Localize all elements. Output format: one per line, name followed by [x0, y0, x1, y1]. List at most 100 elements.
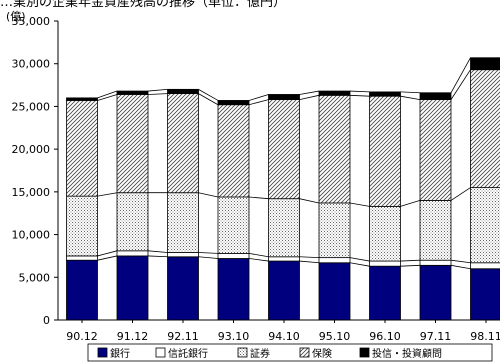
- series-connector-line: [450, 259, 471, 264]
- x-tick-label: 97.11: [420, 330, 452, 343]
- series-connector-line: [450, 57, 471, 93]
- series-connector-line: [299, 90, 320, 95]
- series-connector-line: [400, 95, 421, 100]
- x-tick-label: 91.12: [117, 330, 149, 343]
- bar-segment-95.10-series-4: [318, 90, 351, 96]
- bar-segment-93.10-series-4: [217, 100, 250, 106]
- series-connector-line: [450, 187, 471, 201]
- bar-segment-96.10-series-1: [369, 260, 401, 267]
- y-tick-label: 5,000: [19, 271, 51, 284]
- y-tick-label: 10,000: [12, 229, 51, 242]
- series-connector-line: [248, 196, 269, 200]
- bar-segment-91.12-series-0: [116, 255, 149, 321]
- x-tick-label: 92.11: [167, 330, 199, 343]
- x-tick-label: 93.10: [218, 330, 250, 343]
- legend-label: 証券: [250, 347, 270, 360]
- bar-segment-92.11-series-4: [167, 88, 199, 95]
- series-connector-line: [349, 262, 370, 267]
- legend-label: 投信・投資顧問: [372, 347, 442, 360]
- legend-label: 保険: [312, 347, 332, 360]
- bar-segment-97.11-series-2: [419, 199, 452, 261]
- series-connector-line: [299, 256, 320, 259]
- bar-segment-98.11-series-1: [470, 262, 500, 270]
- series-connector-line: [400, 200, 421, 207]
- series-connector-line: [248, 94, 269, 101]
- series-connector-line: [198, 252, 219, 254]
- series-connector-line: [400, 264, 421, 267]
- x-tick-label: 98.11: [470, 330, 500, 343]
- series-connector-line: [97, 94, 118, 101]
- bar-segment-90.12-series-3: [66, 100, 98, 197]
- y-tick-label: 20,000: [12, 143, 51, 156]
- y-tick-label: 25,000: [12, 100, 51, 113]
- bar-segment-90.12-series-2: [66, 195, 98, 257]
- bar-segment-94.10-series-3: [268, 99, 300, 200]
- bar-segment-91.12-series-2: [116, 192, 149, 252]
- bar-segment-97.11-series-3: [419, 99, 452, 201]
- series-connector-line: [198, 88, 219, 101]
- series-connector-line: [349, 202, 370, 207]
- series-connector-line: [198, 192, 219, 198]
- series-connector-line: [97, 90, 118, 99]
- bar-segment-90.12-series-0: [66, 259, 98, 321]
- y-unit-label: (億): [6, 10, 26, 23]
- series-connector-line: [400, 91, 421, 94]
- legend: 銀行 信託銀行 証券 保険 投信・投資顧問: [87, 343, 493, 362]
- bar-segment-92.11-series-0: [167, 256, 199, 321]
- series-connector-line: [97, 255, 118, 261]
- bar-segment-91.12-series-1: [116, 250, 149, 257]
- series-connector-line: [198, 93, 219, 106]
- series-connector-line: [147, 250, 168, 253]
- series-connector-line: [248, 99, 269, 106]
- x-tick-label: 95.10: [319, 330, 351, 343]
- bar-segment-98.11-series-3: [470, 69, 500, 188]
- y-tick-label: 35,000: [12, 15, 51, 28]
- series-connector-line: [299, 94, 320, 100]
- bar-segment-95.10-series-3: [318, 94, 351, 204]
- bar-segment-92.11-series-2: [167, 192, 199, 253]
- bar-segment-95.10-series-2: [318, 202, 351, 259]
- bar-segment-97.11-series-4: [419, 92, 452, 100]
- y-tick-label: 0: [43, 314, 50, 327]
- bar-segment-93.10-series-0: [217, 258, 250, 321]
- legend-swatch: [97, 347, 108, 358]
- bar-segment-98.11-series-2: [470, 187, 500, 264]
- series-connector-line: [147, 93, 168, 95]
- series-connector-line: [400, 259, 421, 262]
- legend-swatch: [299, 347, 310, 358]
- bar-segment-92.11-series-3: [167, 93, 199, 194]
- bar-segment-98.11-series-0: [470, 268, 500, 321]
- bar-segment-96.10-series-2: [369, 205, 401, 262]
- bar-segment-96.10-series-4: [369, 91, 401, 97]
- bar-segment-91.12-series-3: [116, 94, 149, 194]
- bar-segment-90.12-series-1: [66, 255, 98, 261]
- bar-segment-94.10-series-2: [268, 198, 300, 258]
- bar-segment-92.11-series-1: [167, 252, 199, 258]
- legend-label: 銀行: [110, 347, 130, 360]
- series-connector-line: [147, 255, 168, 258]
- series-connector-line: [299, 260, 320, 264]
- y-tick-label: 30,000: [12, 58, 51, 71]
- series-connector-line: [248, 258, 269, 262]
- bar-segment-91.12-series-4: [116, 90, 149, 95]
- bar-segment-93.10-series-3: [217, 104, 250, 198]
- series-connector-line: [97, 192, 118, 197]
- series-connector-line: [349, 94, 370, 97]
- bar-segment-93.10-series-2: [217, 196, 250, 254]
- series-connector-line: [349, 90, 370, 93]
- x-tick-label: 90.12: [66, 330, 98, 343]
- bar-segment-94.10-series-4: [268, 94, 300, 100]
- series-connector-line: [450, 264, 471, 270]
- bar-segment-96.10-series-3: [369, 95, 401, 207]
- series-connector-line: [147, 88, 168, 92]
- bar-segment-94.10-series-1: [268, 256, 300, 262]
- x-tick-label: 94.10: [268, 330, 300, 343]
- series-connector-line: [450, 69, 471, 100]
- series-connector-line: [248, 252, 269, 258]
- bar-segment-94.10-series-0: [268, 260, 300, 321]
- bar-segment-90.12-series-4: [66, 97, 98, 101]
- bar-segment-96.10-series-0: [369, 265, 401, 321]
- series-connector-line: [299, 198, 320, 204]
- bar-segment-95.10-series-1: [318, 257, 351, 264]
